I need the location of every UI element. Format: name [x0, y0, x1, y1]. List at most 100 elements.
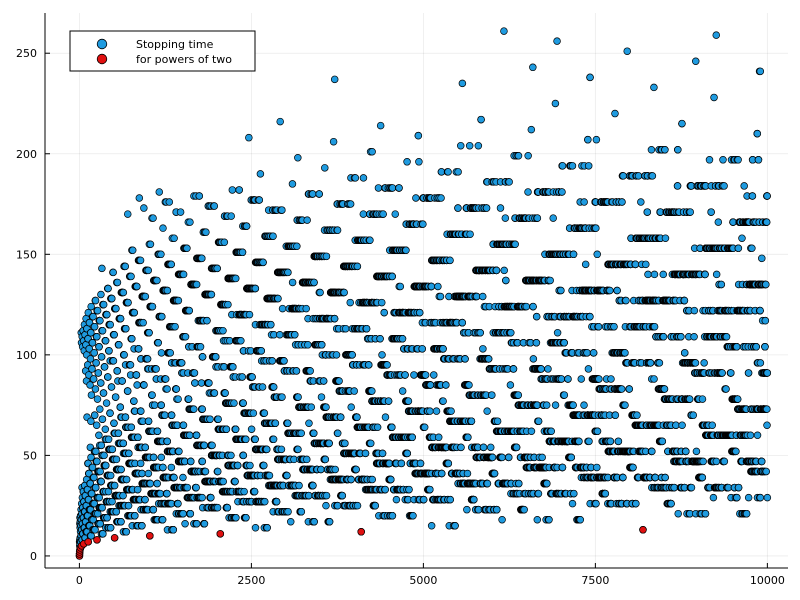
stopping-time-point	[106, 471, 115, 480]
stopping-time-point	[229, 363, 237, 371]
stopping-time-point	[200, 441, 209, 450]
stopping-time-point	[231, 477, 239, 486]
stopping-time-point	[319, 377, 328, 385]
stopping-time-point	[134, 433, 142, 442]
stopping-time-point	[131, 511, 139, 520]
stopping-time-point	[145, 328, 153, 337]
stopping-time-point	[138, 469, 146, 478]
stopping-time-point	[378, 298, 386, 307]
stopping-time-point	[140, 204, 148, 212]
stopping-time-point	[133, 282, 141, 291]
stopping-time-point	[121, 262, 130, 271]
stopping-time-point	[110, 330, 118, 339]
stopping-time-point	[153, 427, 162, 436]
stopping-time-point	[152, 365, 160, 373]
stopping-time-point	[171, 322, 179, 331]
stopping-time-point	[353, 413, 361, 421]
stopping-time-point	[198, 493, 206, 502]
stopping-time-point	[391, 210, 399, 218]
stopping-time-point	[141, 443, 150, 452]
stopping-time-point	[373, 423, 382, 431]
stopping-time-point	[388, 184, 397, 192]
stopping-time-point	[187, 457, 195, 466]
stopping-time-point	[150, 401, 159, 409]
stopping-time-point	[89, 375, 98, 383]
stopping-time-point	[240, 487, 248, 496]
stopping-time-point	[87, 391, 96, 399]
stopping-time-point	[310, 517, 318, 526]
stopping-time-point	[99, 389, 108, 397]
stopping-time-point	[374, 184, 383, 192]
stopping-time-point	[101, 461, 110, 470]
stopping-time-point	[198, 353, 207, 361]
stopping-time-point	[127, 272, 135, 281]
stopping-time-point	[119, 491, 127, 500]
stopping-time-point	[396, 282, 405, 291]
stopping-time-point	[276, 330, 284, 339]
stopping-time-point	[403, 158, 411, 166]
stopping-time-point	[408, 433, 416, 442]
stopping-time-point	[149, 505, 158, 514]
stopping-time-point	[249, 409, 258, 417]
stopping-time-point	[99, 530, 107, 538]
stopping-time-point	[92, 447, 100, 456]
stopping-time-point	[401, 371, 409, 379]
stopping-time-point	[174, 499, 182, 508]
stopping-time-point	[87, 302, 95, 311]
stopping-time-point	[257, 347, 265, 355]
stopping-time-point	[157, 349, 166, 357]
stopping-time-point	[163, 286, 172, 295]
stopping-time-point	[158, 312, 166, 321]
stopping-time-point	[284, 507, 292, 516]
stopping-time-point	[395, 184, 403, 192]
stopping-time-point	[91, 296, 100, 305]
stopping-time-point	[242, 513, 250, 522]
stopping-time-point	[201, 467, 210, 476]
stopping-time-point	[350, 387, 358, 395]
stopping-time-point	[206, 415, 214, 423]
stopping-time-point	[133, 485, 142, 494]
stopping-time-point	[192, 483, 200, 492]
stopping-time-point	[294, 393, 302, 401]
stopping-time-point	[110, 419, 118, 427]
stopping-time-point	[265, 471, 274, 480]
stopping-time-point	[388, 272, 396, 281]
stopping-time-point	[88, 339, 97, 347]
stopping-time-point	[146, 240, 155, 249]
stopping-time-point	[346, 200, 355, 208]
stopping-time-point	[104, 373, 112, 381]
stopping-time-point	[348, 351, 356, 359]
stopping-time-point	[177, 359, 186, 367]
stopping-time-point	[283, 471, 291, 480]
stopping-time-point	[263, 524, 271, 532]
stopping-time-point	[220, 238, 229, 246]
stopping-time-point	[166, 349, 175, 357]
stopping-time-point	[210, 389, 219, 397]
stopping-time-point	[219, 326, 227, 335]
stopping-time-point	[139, 318, 147, 327]
stopping-time-point	[149, 453, 158, 462]
stopping-time-point	[122, 475, 131, 484]
stopping-time-point	[237, 337, 245, 345]
stopping-time-point	[335, 377, 343, 385]
stopping-time-point	[90, 349, 98, 357]
stopping-time-point	[260, 409, 269, 417]
stopping-time-point	[98, 264, 106, 273]
stopping-time-point	[359, 174, 368, 182]
stopping-time-point	[133, 381, 141, 389]
stopping-time-point	[155, 188, 164, 196]
stopping-time-point	[304, 341, 312, 349]
stopping-time-point	[213, 503, 222, 512]
stopping-time-point	[245, 133, 253, 142]
stopping-time-point	[219, 477, 228, 486]
stopping-time-point	[379, 210, 387, 218]
stopping-time-point	[106, 409, 114, 417]
stopping-time-point	[104, 284, 112, 293]
stopping-time-point	[190, 405, 198, 413]
stopping-time-point	[278, 393, 286, 401]
stopping-time-point	[192, 280, 201, 289]
stopping-time-point	[198, 405, 207, 413]
stopping-time-point	[341, 439, 349, 448]
stopping-time-point	[404, 397, 413, 405]
